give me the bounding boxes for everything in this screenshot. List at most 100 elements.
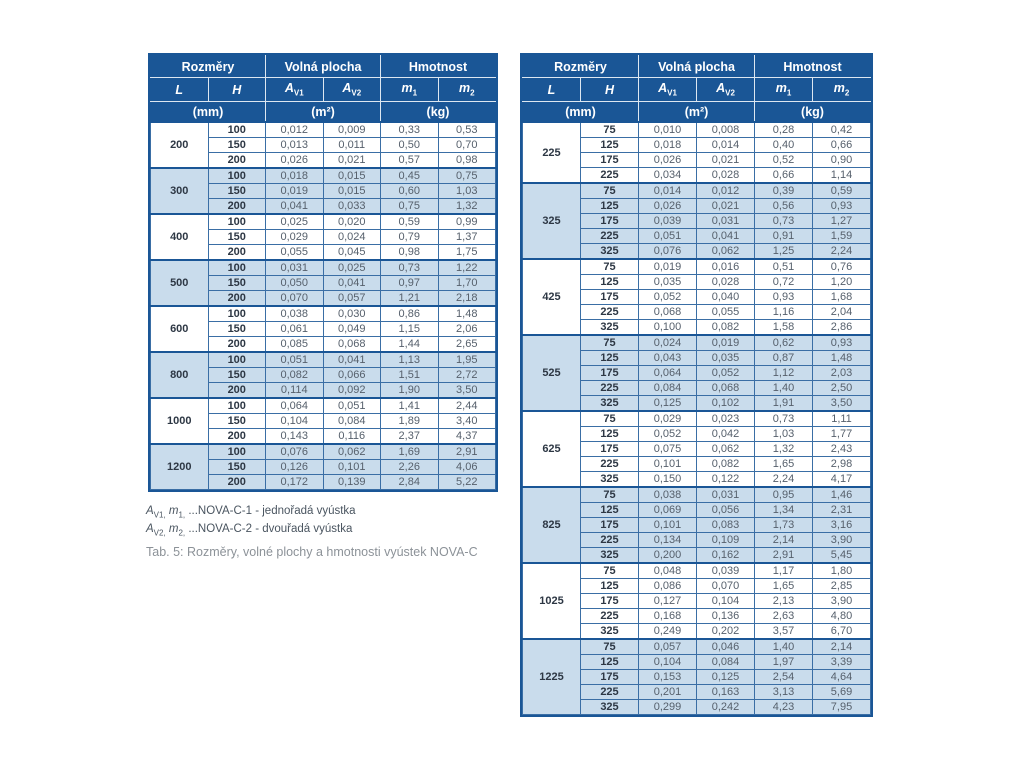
value-cell: 0,72 — [754, 274, 813, 290]
column-header-0: L — [150, 77, 209, 102]
value-cell: 0,163 — [696, 684, 755, 700]
value-cell: 0,60 — [380, 183, 439, 199]
value-cell: 0,015 — [322, 183, 381, 199]
value-cell: 0,039 — [638, 213, 697, 229]
value-cell: 0,53 — [437, 121, 496, 138]
value-cell: 0,019 — [638, 258, 697, 275]
table-row: 1000 100 0,064 0,051 1,41 2,44 — [150, 397, 496, 445]
h-value-cell: 325 — [580, 243, 639, 260]
value-cell: 0,070 — [696, 578, 755, 594]
table-row: 800 100 0,051 0,041 1,13 1,95 — [150, 351, 496, 399]
table-row: 525 75 0,024 0,019 0,62 0,93 — [522, 334, 871, 412]
value-cell: 4,80 — [812, 608, 871, 624]
value-cell: 2,04 — [812, 304, 871, 320]
l-value-cell: 1025 — [522, 562, 581, 640]
value-cell: 1,12 — [754, 365, 813, 381]
value-cell: 0,70 — [437, 137, 496, 153]
value-cell: 0,092 — [322, 382, 381, 399]
value-cell: 3,90 — [812, 532, 871, 548]
table-row: 175 0,101 0,083 1,73 3,16 — [523, 517, 871, 533]
value-cell: 0,018 — [265, 167, 324, 184]
table-row: 125 0,069 0,056 1,34 2,31 — [523, 502, 871, 518]
value-cell: 0,069 — [638, 502, 697, 518]
h-value-cell: 200 — [207, 244, 266, 261]
value-cell: 0,076 — [638, 243, 697, 260]
value-cell: 3,50 — [812, 395, 871, 412]
value-cell: 0,084 — [322, 413, 381, 429]
h-value-cell: 200 — [207, 152, 266, 169]
column-header-0: L — [522, 77, 581, 102]
table-left-body: 200 100 0,012 0,009 0,33 0,53 150 0,013 0,011 0,5… — [150, 121, 496, 490]
value-cell: 2,91 — [437, 443, 496, 460]
value-cell: 2,26 — [380, 459, 439, 475]
value-cell: 0,068 — [638, 304, 697, 320]
h-value-cell: 225 — [580, 532, 639, 548]
value-cell: 0,010 — [638, 121, 697, 138]
l-value-cell: 800 — [150, 351, 209, 399]
column-header-4: m1 — [754, 77, 813, 102]
table-row: 150 0,061 0,049 1,15 2,06 — [151, 321, 496, 337]
value-cell: 1,73 — [754, 517, 813, 533]
value-cell: 2,63 — [754, 608, 813, 624]
l-value-cell: 1225 — [522, 638, 581, 715]
h-value-cell: 75 — [580, 562, 639, 579]
value-cell: 1,44 — [380, 336, 439, 353]
value-cell: 0,049 — [322, 321, 381, 337]
units-header-1: (m²) — [638, 101, 755, 123]
value-cell: 0,114 — [265, 382, 324, 399]
value-cell: 0,062 — [696, 441, 755, 457]
value-cell: 0,035 — [638, 274, 697, 290]
value-cell: 5,69 — [812, 684, 871, 700]
group-header-1: Volná plocha — [638, 55, 755, 78]
value-cell: 0,101 — [638, 456, 697, 472]
value-cell: 0,029 — [265, 229, 324, 245]
value-cell: 0,039 — [696, 562, 755, 579]
table-row: 400 100 0,025 0,020 0,59 0,99 — [150, 213, 496, 261]
value-cell: 1,69 — [380, 443, 439, 460]
h-value-cell: 125 — [580, 502, 639, 518]
h-value-cell: 100 — [207, 397, 266, 414]
value-cell: 0,041 — [265, 198, 324, 215]
table-row: 325 0,125 0,102 1,91 3,50 — [523, 395, 871, 412]
value-cell: 1,46 — [812, 486, 871, 503]
value-cell: 0,100 — [638, 319, 697, 336]
value-cell: 0,051 — [322, 397, 381, 414]
h-value-cell: 100 — [207, 213, 266, 230]
h-value-cell: 175 — [580, 289, 639, 305]
value-cell: 0,033 — [322, 198, 381, 215]
h-value-cell: 225 — [580, 380, 639, 396]
value-cell: 0,015 — [322, 167, 381, 184]
value-cell: 0,76 — [812, 258, 871, 275]
value-cell: 1,20 — [812, 274, 871, 290]
value-cell: 0,041 — [696, 228, 755, 244]
table-row: 1225 75 0,057 0,046 1,40 2,14 — [522, 638, 871, 715]
dimensions-table-right: Rozměry Volná plocha Hmotnost L H AV1 AV2 m1 m2(… — [520, 53, 873, 717]
value-cell: 0,026 — [638, 152, 697, 168]
value-cell: 0,024 — [322, 229, 381, 245]
value-cell: 0,93 — [812, 334, 871, 351]
table-row: 325 75 0,014 0,012 0,39 0,59 — [522, 182, 871, 260]
value-cell: 0,013 — [265, 137, 324, 153]
value-cell: 0,200 — [638, 547, 697, 564]
value-cell: 0,125 — [696, 669, 755, 685]
value-cell: 0,109 — [696, 532, 755, 548]
table-row: 225 0,201 0,163 3,13 5,69 — [523, 684, 871, 700]
column-header-5: m2 — [437, 77, 496, 102]
value-cell: 0,162 — [696, 547, 755, 564]
value-cell: 5,22 — [437, 474, 496, 490]
value-cell: 3,57 — [754, 623, 813, 640]
table-row: 325 0,249 0,202 3,57 6,70 — [523, 623, 871, 640]
value-cell: 1,75 — [437, 244, 496, 261]
value-cell: 0,056 — [696, 502, 755, 518]
value-cell: 0,068 — [696, 380, 755, 396]
value-cell: 1,65 — [754, 578, 813, 594]
value-cell: 1,77 — [812, 426, 871, 442]
column-header-4: m1 — [380, 77, 439, 102]
value-cell: 0,143 — [265, 428, 324, 445]
value-cell: 1,58 — [754, 319, 813, 336]
table-row: 325 0,150 0,122 2,24 4,17 — [523, 471, 871, 488]
value-cell: 0,025 — [322, 259, 381, 276]
value-cell: 6,70 — [812, 623, 871, 640]
value-cell: 0,086 — [638, 578, 697, 594]
